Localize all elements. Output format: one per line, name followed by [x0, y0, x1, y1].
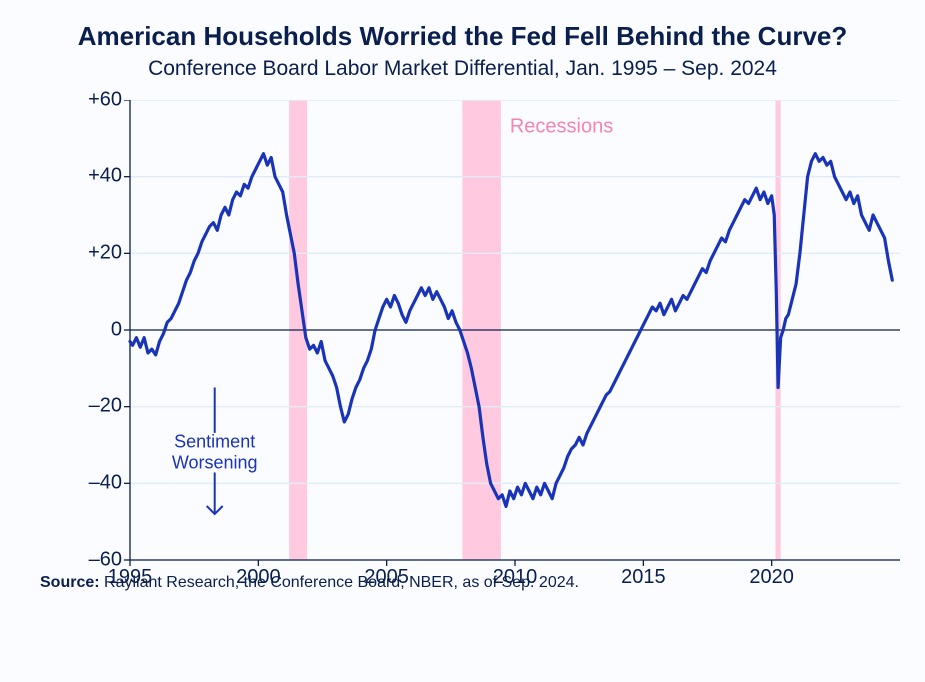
sentiment-line1: Sentiment	[174, 432, 255, 452]
recession-label: Recessions	[510, 115, 613, 138]
sentiment-annotation: SentimentWorsening	[172, 432, 258, 473]
x-tick-label: 2020	[749, 560, 794, 589]
chart-container: American Households Worried the Fed Fell…	[0, 0, 925, 682]
plot-area: –60–40–200+20+40+60199520002005201020152…	[130, 100, 900, 560]
y-tick-label: +40	[88, 165, 130, 188]
sentiment-line2: Worsening	[172, 452, 258, 472]
chart-subtitle: Conference Board Labor Market Differenti…	[30, 55, 895, 82]
x-tick-label: 2005	[364, 560, 409, 589]
source-bold: Source:	[40, 574, 100, 591]
x-tick-label: 2010	[493, 560, 538, 589]
y-tick-label: +20	[88, 242, 130, 265]
chart-title: American Households Worried the Fed Fell…	[30, 20, 895, 53]
x-tick-label: 2000	[236, 560, 281, 589]
x-tick-label: 1995	[108, 560, 153, 589]
y-tick-label: –20	[89, 395, 130, 418]
y-tick-label: –40	[89, 472, 130, 495]
x-tick-label: 2015	[621, 560, 666, 589]
y-tick-label: +60	[88, 88, 130, 111]
y-tick-label: 0	[111, 318, 130, 341]
plot-svg	[122, 100, 900, 568]
